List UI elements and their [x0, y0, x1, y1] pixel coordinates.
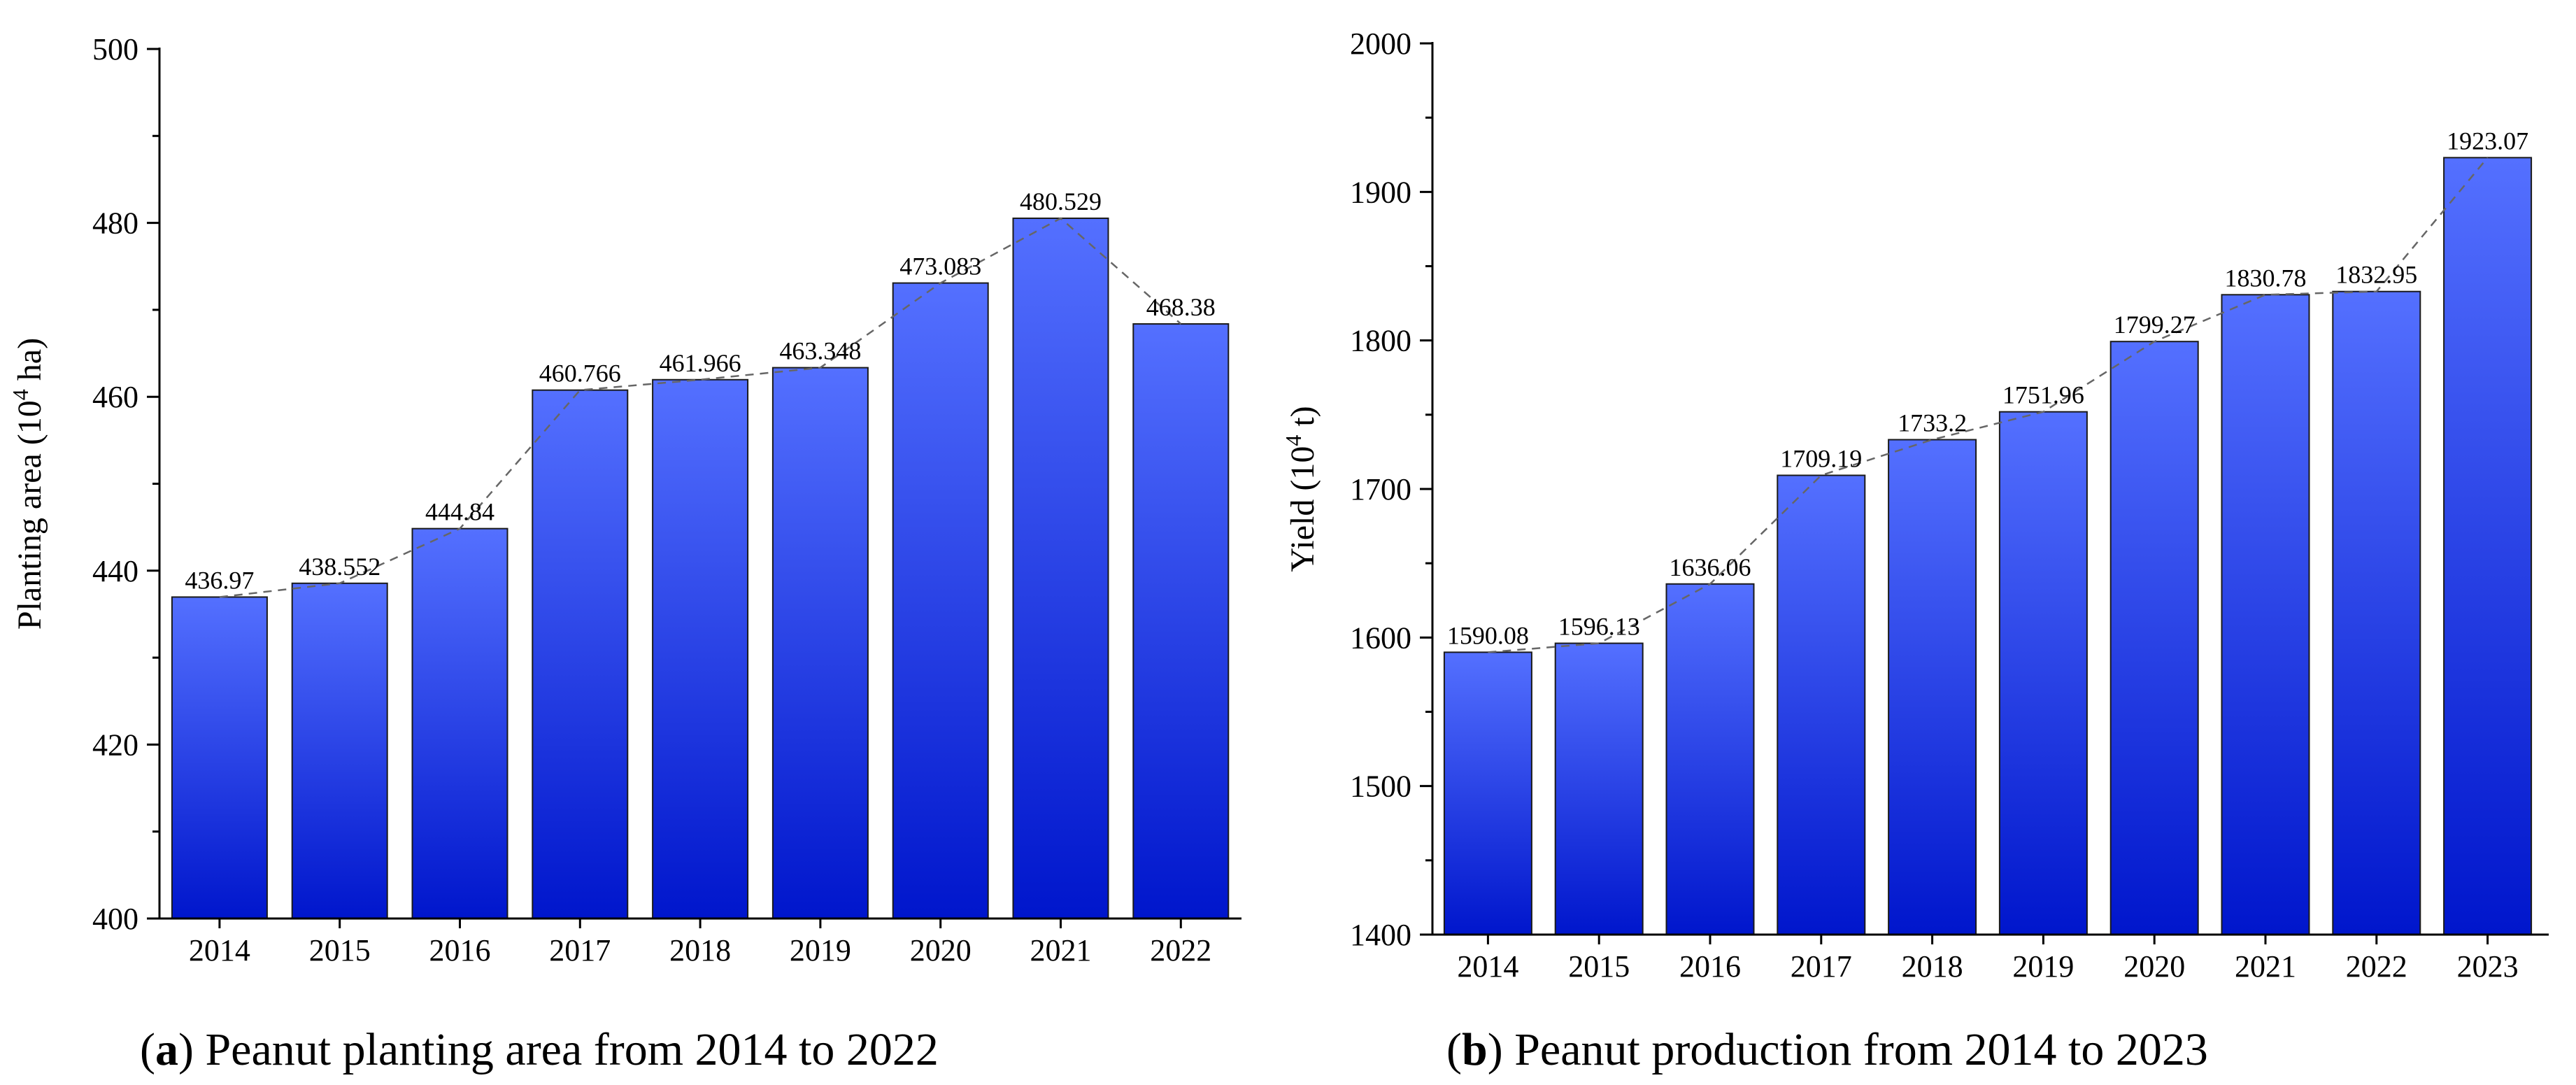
value-label-2015: 438.552 — [299, 553, 380, 581]
chart-panel-b: 1590.08 1596.13 1636.06 1709.19 1733.2 1751.9… — [1281, 27, 2549, 984]
bar-2014 — [1443, 651, 1532, 935]
y-tick-label-1600: 1600 — [1350, 620, 1411, 655]
x-tick-label-2016: 2016 — [429, 933, 491, 967]
value-label-2023: 1923.07 — [2447, 127, 2528, 155]
y-tick-label-420: 420 — [92, 728, 138, 762]
caption-b-letter: b — [1462, 1024, 1488, 1075]
caption-a-text: Peanut planting area from 2014 to 2022 — [194, 1024, 939, 1075]
x-tick-label-2023: 2023 — [2457, 949, 2519, 984]
y-tick-label-1400: 1400 — [1350, 918, 1411, 952]
x-tick-label-2016: 2016 — [1679, 949, 1741, 984]
y-axis-title: Planting area (104 ha) — [8, 338, 48, 630]
bar-2019 — [1998, 411, 2088, 935]
bar-2017 — [532, 389, 629, 919]
chart-panel-a: 436.97 438.552 444.84 460.766 461.966 463.348… — [8, 32, 1241, 967]
bar-2018 — [652, 378, 749, 919]
y-tick-label-1800: 1800 — [1350, 324, 1411, 358]
value-label-2021: 480.529 — [1020, 187, 1102, 215]
y-tick-label-460: 460 — [92, 380, 138, 414]
caption-a: (a) Peanut planting area from 2014 to 20… — [140, 1024, 939, 1075]
bar-2020 — [892, 282, 989, 919]
bar-2016 — [411, 527, 508, 919]
value-label-2018: 1733.2 — [1898, 409, 1967, 437]
bar-2015 — [1554, 642, 1644, 936]
x-tick-label-2019: 2019 — [790, 933, 851, 967]
x-tick-label-2018: 2018 — [1902, 949, 1963, 984]
x-tick-label-2017: 2017 — [1791, 949, 1852, 984]
x-tick-label-2020: 2020 — [910, 933, 972, 967]
y-tick-label-1500: 1500 — [1350, 770, 1411, 804]
value-label-2019: 1751.96 — [2002, 381, 2084, 409]
y-tick-label-1900: 1900 — [1350, 175, 1411, 209]
value-label-2022: 1832.95 — [2335, 261, 2417, 289]
bar-2021 — [2221, 294, 2310, 935]
value-label-2014: 436.97 — [185, 566, 254, 594]
x-tick-label-2017: 2017 — [549, 933, 611, 967]
y-tick-label-440: 440 — [92, 554, 138, 588]
y-tick-label-2000: 2000 — [1350, 27, 1411, 61]
value-label-2016: 444.84 — [425, 498, 494, 526]
value-label-2017: 460.766 — [539, 360, 621, 388]
bar-2019 — [771, 367, 869, 919]
x-tick-label-2014: 2014 — [1457, 949, 1518, 984]
y-tick-label-500: 500 — [92, 32, 138, 66]
x-tick-label-2018: 2018 — [669, 933, 731, 967]
y-tick-label-480: 480 — [92, 206, 138, 241]
caption-b-text: Peanut production from 2014 to 2023 — [1503, 1024, 2208, 1075]
x-tick-label-2019: 2019 — [2012, 949, 2074, 984]
y-axis-title: Yield (104 t) — [1281, 406, 1321, 572]
value-label-2015: 1596.13 — [1558, 613, 1640, 641]
trend-line — [1488, 157, 2489, 653]
value-label-2014: 1590.08 — [1447, 621, 1529, 649]
bar-2020 — [2109, 341, 2199, 936]
x-tick-label-2015: 2015 — [309, 933, 371, 967]
bar-2022 — [2332, 290, 2421, 935]
bar-2022 — [1132, 323, 1230, 919]
caption-b: (b) Peanut production from 2014 to 2023 — [1446, 1024, 2208, 1075]
value-label-2019: 463.348 — [779, 337, 861, 365]
bar-2016 — [1665, 583, 1755, 935]
x-tick-label-2022: 2022 — [2346, 949, 2407, 984]
x-tick-label-2021: 2021 — [1030, 933, 1092, 967]
x-tick-label-2020: 2020 — [2123, 949, 2185, 984]
y-tick-label-400: 400 — [92, 902, 138, 936]
bar-2023 — [2443, 157, 2533, 936]
bar-2014 — [171, 596, 268, 919]
value-label-2020: 1799.27 — [2114, 311, 2196, 339]
bar-2015 — [291, 582, 388, 919]
bar-2021 — [1012, 218, 1109, 919]
bar-2018 — [1888, 439, 1977, 935]
value-label-2022: 468.38 — [1146, 293, 1216, 321]
bar-2017 — [1777, 474, 1866, 935]
x-tick-label-2021: 2021 — [2235, 949, 2296, 984]
value-label-2016: 1636.06 — [1670, 553, 1751, 581]
value-label-2020: 473.083 — [899, 253, 981, 281]
caption-a-letter: a — [155, 1024, 178, 1075]
x-tick-label-2015: 2015 — [1568, 949, 1630, 984]
value-label-2017: 1709.19 — [1780, 444, 1862, 472]
value-label-2021: 1830.78 — [2225, 264, 2307, 292]
x-tick-label-2022: 2022 — [1150, 933, 1211, 967]
y-tick-label-1700: 1700 — [1350, 472, 1411, 506]
value-label-2018: 461.966 — [660, 349, 741, 377]
x-tick-label-2014: 2014 — [189, 933, 250, 967]
trend-line — [219, 217, 1182, 598]
